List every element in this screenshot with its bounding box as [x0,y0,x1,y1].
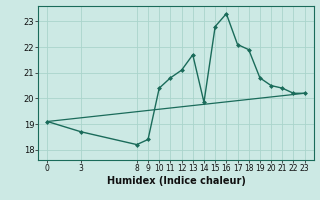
X-axis label: Humidex (Indice chaleur): Humidex (Indice chaleur) [107,176,245,186]
